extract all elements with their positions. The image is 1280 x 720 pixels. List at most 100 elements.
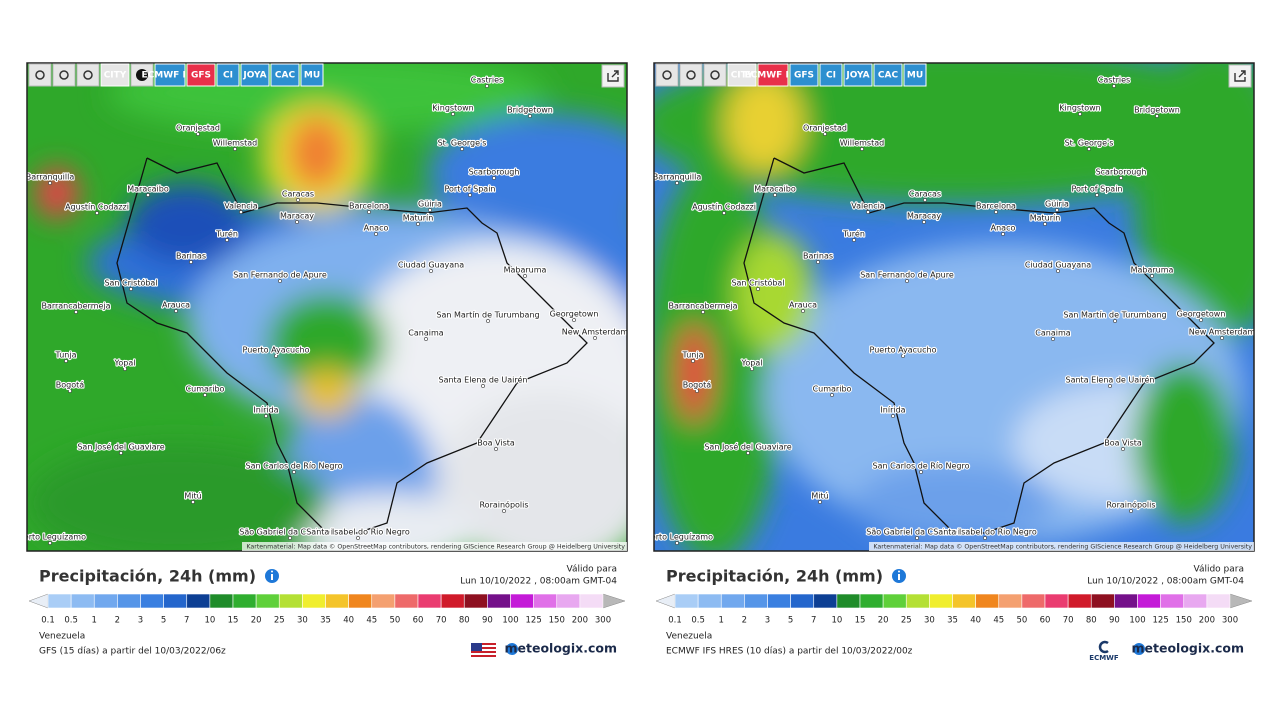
legend-swatch: [487, 593, 511, 609]
toolbar-button[interactable]: [270, 63, 300, 87]
place-label: Barrancabermeja: [668, 302, 737, 311]
legend-swatch: [767, 593, 791, 609]
legend-label: 0.5: [691, 616, 705, 626]
place-label: San Cristóbal: [731, 278, 784, 288]
toolbar-button[interactable]: [757, 63, 789, 87]
place-label: Güiria: [1045, 200, 1069, 209]
place-dot: [296, 198, 300, 202]
legend-label: 20: [251, 616, 262, 626]
toolbar-button[interactable]: [843, 63, 873, 87]
precip-area: [654, 63, 1254, 203]
valid-label: Válido para: [1194, 565, 1245, 575]
toolbar-button[interactable]: [100, 63, 130, 87]
place-label: Caracas: [282, 190, 314, 199]
legend-swatch: [232, 593, 257, 609]
place-dot: [801, 309, 805, 313]
place-label: Scarborough: [469, 168, 520, 177]
model-run: ECMWF IFS HRES (10 días) a partir del 10…: [666, 647, 913, 657]
toolbar-label: GFS: [191, 71, 211, 81]
place-dot: [189, 260, 193, 264]
place-dot: [905, 279, 909, 283]
place-dot: [891, 414, 895, 418]
info-icon: [898, 574, 900, 580]
place-dot: [1150, 274, 1154, 278]
place-label: Inírida: [880, 406, 905, 415]
legend-swatch: [463, 593, 488, 609]
place-label: San Carlos de Río Negro: [873, 462, 970, 471]
legend-swatch: [975, 593, 1000, 609]
place-label: São Gabriel da Cachoeira: [866, 528, 968, 537]
refresh-button[interactable]: [28, 63, 52, 87]
place-label: Boa Vista: [1104, 439, 1142, 448]
toolbar-button[interactable]: [154, 63, 186, 87]
place-label: Caracas: [909, 190, 941, 199]
place-label: Maracaibo: [127, 185, 169, 194]
toolbar-button[interactable]: [727, 63, 757, 87]
toolbar-label: GFS: [794, 71, 814, 81]
flag-stripe: [471, 649, 496, 651]
place-label: Santa Elena de Uairén: [1066, 375, 1155, 385]
location-button[interactable]: [679, 63, 703, 87]
place-label: Ciudad Guayana: [1025, 261, 1091, 270]
place-label: Barinas: [803, 252, 833, 261]
toolbar-button[interactable]: [819, 63, 843, 87]
place-label: Barrancabermeja: [41, 302, 110, 311]
place-dot: [1078, 112, 1082, 116]
place-dot: [129, 287, 133, 291]
toolbar-label: CITY: [104, 71, 127, 81]
toolbar-button[interactable]: [789, 63, 819, 87]
place-dot: [1113, 319, 1117, 323]
refresh-button[interactable]: [655, 63, 679, 87]
legend-swatch: [1160, 593, 1185, 609]
legend-swatch: [813, 593, 838, 609]
toolbar-label: JOYA: [242, 71, 266, 81]
legend-label: 45: [366, 616, 377, 626]
toolbar-label: CAC: [275, 71, 296, 81]
place-dot: [468, 193, 472, 197]
legend-label: 0.1: [668, 616, 682, 626]
place-label: Puerto Ayacucho: [870, 346, 937, 355]
place-label: Bogotá: [683, 381, 711, 390]
place-label: Valencia: [224, 202, 258, 211]
provider-icon: [1098, 640, 1109, 654]
place-label: Barcelona: [976, 202, 1016, 211]
place-dot: [203, 393, 207, 397]
place-dot: [830, 393, 834, 397]
country-border: [743, 157, 1215, 534]
toolbar-label: JOYA: [845, 71, 869, 81]
map-panel: Castries Kingstown Bridgetown Oranjestad Wil…: [26, 62, 628, 657]
toolbar-button[interactable]: [903, 63, 927, 87]
valid-label: Válido para: [567, 565, 618, 575]
zoom-button[interactable]: [703, 63, 727, 87]
toolbar-button[interactable]: [300, 63, 324, 87]
toolbar-button[interactable]: [186, 63, 216, 87]
legend-label: 1: [92, 616, 97, 626]
legend-label: 50: [389, 616, 400, 626]
place-dot: [146, 193, 150, 197]
place-dot: [233, 147, 237, 151]
toolbar-button[interactable]: [240, 63, 270, 87]
zoom-button[interactable]: [76, 63, 100, 87]
legend-label: 60: [1040, 616, 1051, 626]
legend-label: 300: [1222, 616, 1238, 626]
place-dot: [1087, 147, 1091, 151]
precip-area: [854, 463, 1054, 543]
legend-label: 1: [719, 616, 724, 626]
place-label: Oranjestad: [803, 124, 847, 133]
toolbar-button[interactable]: [216, 63, 240, 87]
legend-swatch: [1021, 593, 1046, 609]
place-dot: [288, 536, 292, 540]
toolbar-button[interactable]: [873, 63, 903, 87]
precip-area: [734, 233, 814, 353]
place-dot: [295, 220, 299, 224]
place-label: Anaco: [991, 224, 1016, 233]
legend-label: 25: [274, 616, 285, 626]
place-label: Yopal: [741, 359, 763, 368]
map-panel: Castries Kingstown Bridgetown Oranjestad Wil…: [653, 62, 1255, 662]
place-label: Oranjestad: [176, 124, 220, 133]
info-icon: [271, 574, 273, 580]
place-label: Boa Vista: [477, 439, 515, 448]
legend-swatch: [533, 593, 558, 609]
place-dot: [675, 541, 679, 545]
location-button[interactable]: [52, 63, 76, 87]
